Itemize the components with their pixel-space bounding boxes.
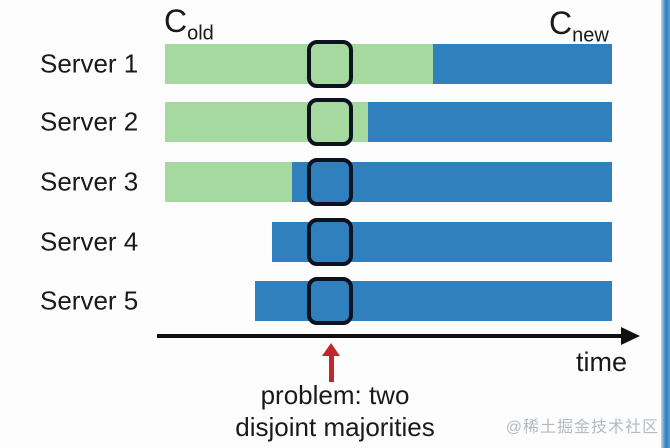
problem-arrow-icon xyxy=(322,343,340,382)
server-row: Server 3 xyxy=(0,158,670,206)
config-change-entry-box xyxy=(307,218,354,266)
server-label: Server 5 xyxy=(40,285,139,316)
time-axis-arrowhead-icon xyxy=(621,327,640,345)
problem-arrow-head xyxy=(322,343,340,356)
new-config-segment xyxy=(367,102,612,142)
config-new-label: Cnew xyxy=(549,7,609,45)
config-old-main: C xyxy=(164,3,188,39)
server-label: Server 4 xyxy=(40,226,139,257)
log-track xyxy=(165,40,612,88)
time-axis-line xyxy=(157,334,623,338)
config-new-subscript: new xyxy=(572,24,609,47)
watermark-text: @稀土掘金技术社区 xyxy=(505,419,659,436)
problem-annotation-line1: problem: two xyxy=(260,380,410,410)
server-row: Server 1 xyxy=(0,40,670,88)
old-config-segment xyxy=(165,44,434,84)
old-config-segment xyxy=(165,102,368,142)
new-config-segment xyxy=(271,222,612,262)
log-track xyxy=(165,277,612,325)
config-new-main: C xyxy=(549,5,573,41)
server-label: Server 3 xyxy=(40,166,139,197)
new-config-segment xyxy=(433,44,612,84)
config-old-label: Cold xyxy=(164,5,214,43)
problem-arrow-stem xyxy=(328,356,334,382)
config-change-entry-box xyxy=(307,158,354,206)
log-track xyxy=(165,158,612,206)
old-config-segment xyxy=(165,162,292,202)
time-axis-label: time xyxy=(575,347,627,377)
new-config-segment xyxy=(291,162,612,202)
right-edge-strip xyxy=(661,0,670,448)
server-label: Server 2 xyxy=(40,106,139,137)
config-change-entry-box xyxy=(307,40,354,88)
server-row: Server 2 xyxy=(0,98,670,146)
log-track xyxy=(165,218,612,266)
config-change-entry-box xyxy=(307,277,354,325)
problem-annotation-line2: disjoint majorities xyxy=(235,412,435,442)
server-row: Server 5 xyxy=(0,277,670,325)
config-old-subscript: old xyxy=(187,22,214,45)
server-row: Server 4 xyxy=(0,218,670,266)
server-label: Server 1 xyxy=(40,48,139,79)
log-track xyxy=(165,98,612,146)
problem-annotation: problem: two disjoint majorities xyxy=(170,379,500,443)
config-change-entry-box xyxy=(307,98,354,146)
new-config-segment xyxy=(254,281,612,321)
